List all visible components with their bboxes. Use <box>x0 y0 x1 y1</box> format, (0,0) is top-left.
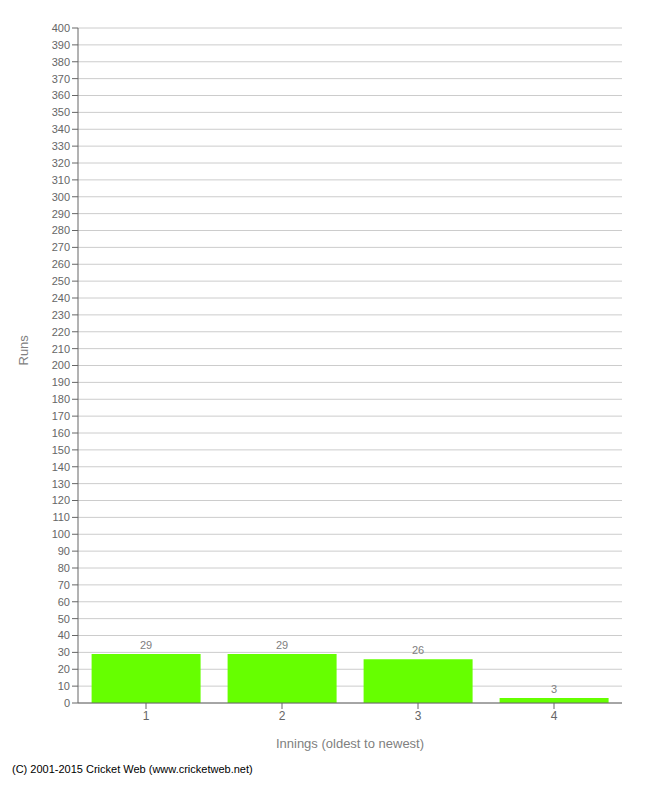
svg-text:250: 250 <box>52 275 70 287</box>
svg-text:260: 260 <box>52 258 70 270</box>
svg-text:310: 310 <box>52 174 70 186</box>
svg-text:300: 300 <box>52 191 70 203</box>
html-text:(C) 2001-2015 Cricket Web (www: (C) 2001-2015 Cricket Web (www.cricketwe… <box>12 763 253 775</box>
svg-text:380: 380 <box>52 56 70 68</box>
svg-text:350: 350 <box>52 106 70 118</box>
svg-text:370: 370 <box>52 73 70 85</box>
svg-text:290: 290 <box>52 208 70 220</box>
svg-text:360: 360 <box>52 89 70 101</box>
svg-text:330: 330 <box>52 140 70 152</box>
svg-text:390: 390 <box>52 39 70 51</box>
svg-text:170: 170 <box>52 410 70 422</box>
svg-text:0: 0 <box>64 697 70 709</box>
svg-text:220: 220 <box>52 326 70 338</box>
svg-text:80: 80 <box>58 562 70 574</box>
svg-text:Runs: Runs <box>16 335 31 366</box>
svg-text:130: 130 <box>52 478 70 490</box>
svg-text:160: 160 <box>52 427 70 439</box>
svg-text:30: 30 <box>58 646 70 658</box>
svg-text:140: 140 <box>52 461 70 473</box>
svg-text:280: 280 <box>52 224 70 236</box>
svg-text:50: 50 <box>58 613 70 625</box>
svg-text:100: 100 <box>52 528 70 540</box>
svg-text:26: 26 <box>412 644 424 656</box>
svg-text:180: 180 <box>52 393 70 405</box>
svg-text:270: 270 <box>52 241 70 253</box>
svg-text:90: 90 <box>58 545 70 557</box>
svg-text:29: 29 <box>276 639 288 651</box>
svg-text:40: 40 <box>58 629 70 641</box>
svg-text:3: 3 <box>551 683 557 695</box>
svg-text:110: 110 <box>52 511 70 523</box>
svg-text:240: 240 <box>52 292 70 304</box>
svg-text:320: 320 <box>52 157 70 169</box>
svg-text:2: 2 <box>279 709 286 723</box>
svg-text:20: 20 <box>58 663 70 675</box>
svg-text:Innings (oldest to newest): Innings (oldest to newest) <box>276 736 424 751</box>
svg-text:230: 230 <box>52 309 70 321</box>
svg-text:1: 1 <box>143 709 150 723</box>
svg-text:60: 60 <box>58 596 70 608</box>
svg-text:150: 150 <box>52 444 70 456</box>
svg-text:10: 10 <box>58 680 70 692</box>
svg-text:400: 400 <box>52 22 70 34</box>
svg-text:4: 4 <box>551 709 558 723</box>
svg-text:120: 120 <box>52 494 70 506</box>
svg-text:3: 3 <box>415 709 422 723</box>
svg-text:70: 70 <box>58 579 70 591</box>
svg-text:29: 29 <box>140 639 152 651</box>
svg-text:210: 210 <box>52 343 70 355</box>
svg-text:340: 340 <box>52 123 70 135</box>
svg-text:190: 190 <box>52 376 70 388</box>
svg-text:200: 200 <box>52 359 70 371</box>
